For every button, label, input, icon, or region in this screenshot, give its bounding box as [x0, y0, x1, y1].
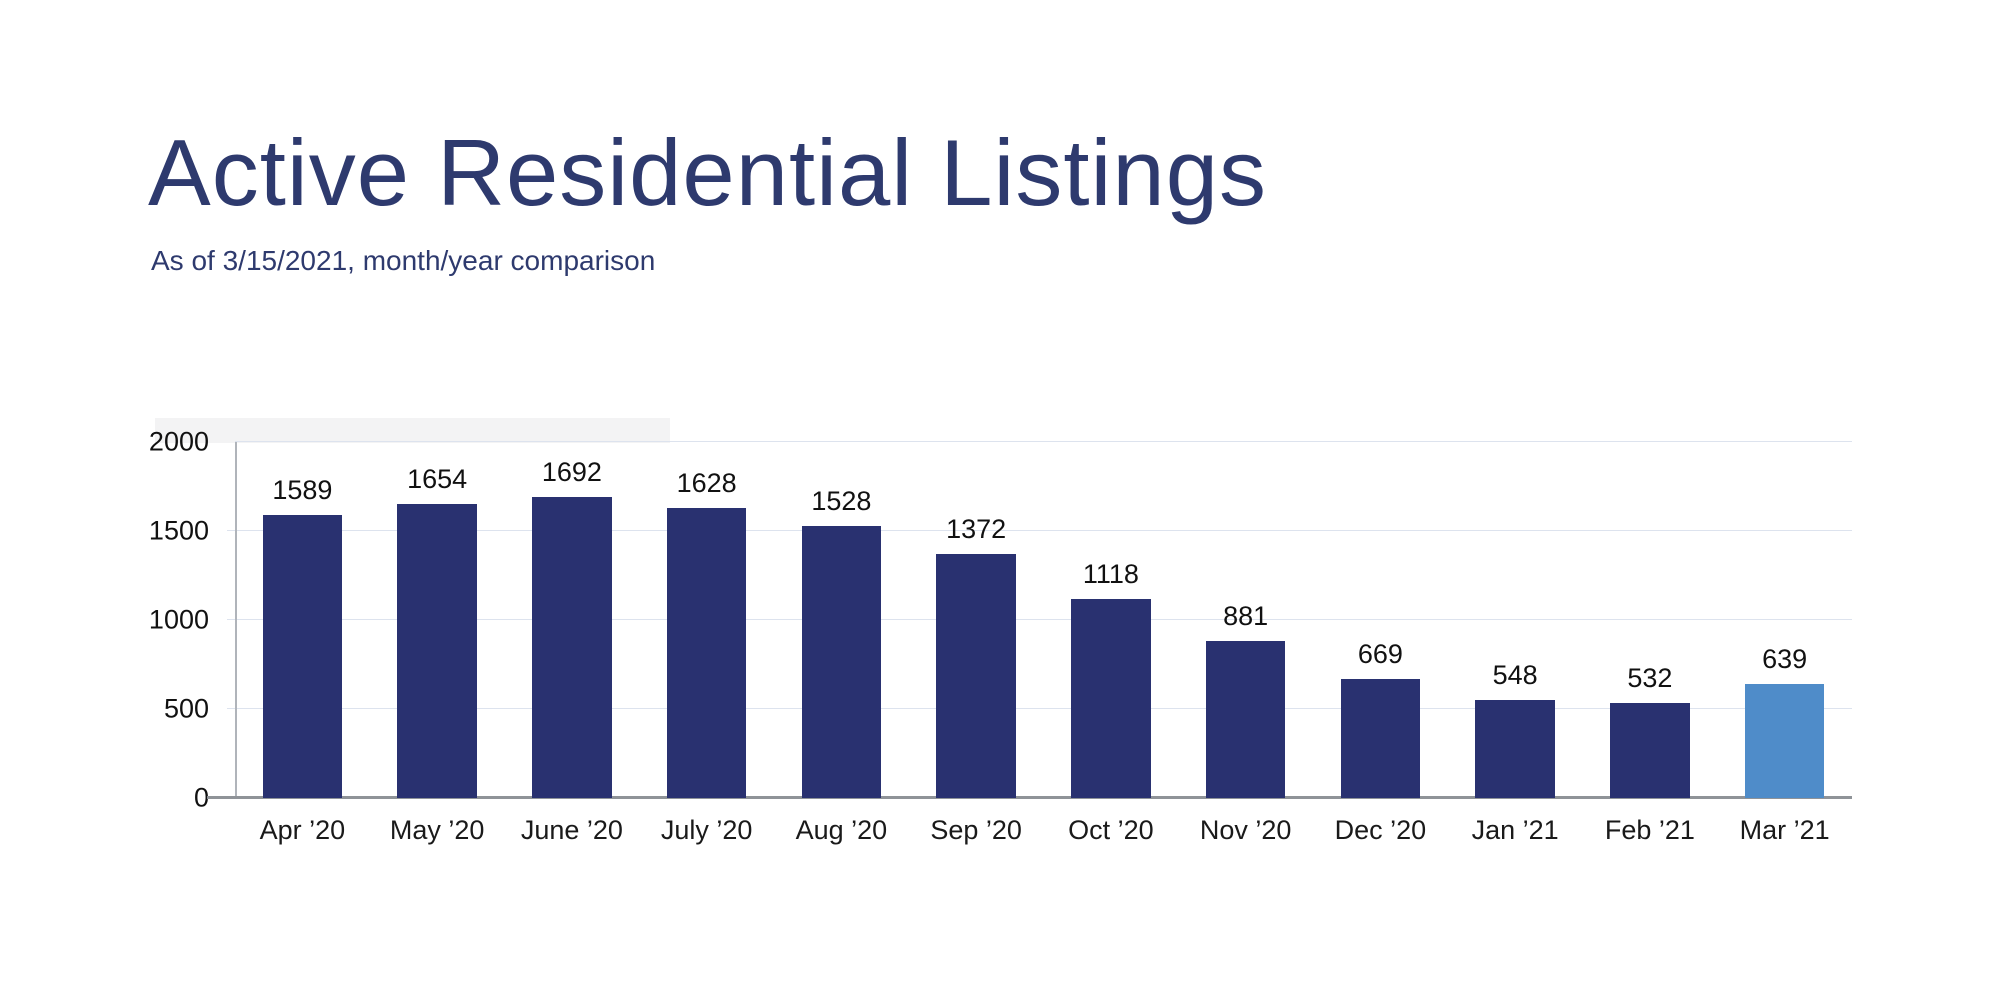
bar [801, 526, 882, 798]
bar-value-label: 1372 [946, 513, 1007, 544]
y-axis: 0 500 1000 1500 2000 [140, 428, 222, 811]
bar-value-label: 532 [1627, 663, 1673, 694]
y-axis-tick [227, 619, 235, 620]
bar-value-label: 1628 [676, 468, 737, 499]
decorative-shadow-band [155, 418, 670, 443]
gridline [235, 441, 1852, 442]
bar [1071, 599, 1151, 798]
gridline [235, 619, 1852, 620]
bar [532, 496, 612, 798]
y-tick-label: 0 [193, 782, 209, 813]
chart-title: Active Residential Listings [148, 120, 1267, 225]
x-tick-label: Dec ’20 [1334, 815, 1427, 845]
y-axis-tick [227, 530, 235, 531]
bar [666, 508, 747, 798]
bar [1610, 703, 1690, 798]
bar-value-label: 639 [1762, 644, 1808, 675]
x-tick-label: Nov ’20 [1199, 815, 1292, 845]
x-tick-label: May ’20 [389, 815, 485, 845]
y-tick-label: 500 [163, 693, 209, 724]
bar [1475, 700, 1555, 798]
x-tick-label: Sep ’20 [930, 815, 1022, 845]
bar-value-label: 1692 [541, 456, 602, 487]
gridline [235, 530, 1852, 531]
y-axis-line [235, 442, 237, 798]
bar-value-label: 1528 [811, 486, 872, 517]
bar-value-label: 669 [1357, 638, 1403, 669]
bar-value-label: 881 [1223, 601, 1269, 632]
x-tick-label: Jan ’21 [1471, 815, 1559, 845]
bar [936, 553, 1016, 798]
x-axis: Apr ’20 May ’20 June ’20 July ’20 Aug ’20 Sep… [235, 814, 1852, 850]
x-tick-label: July ’20 [660, 815, 753, 845]
bar-value-label: 1654 [407, 463, 468, 494]
x-tick-label: Apr ’20 [259, 815, 346, 845]
bar [1205, 641, 1286, 798]
bar [1744, 684, 1825, 798]
chart-subtitle: As of 3/15/2021, month/year comparison [151, 245, 656, 276]
bar-value-label: 1118 [1082, 559, 1139, 589]
bar-value-label: 1589 [272, 475, 333, 506]
bar-value-label: 548 [1492, 660, 1538, 691]
x-tick-label: June ’20 [520, 815, 623, 845]
x-tick-label: Aug ’20 [795, 815, 888, 845]
x-axis-line [207, 796, 1852, 799]
plot-area: 1589 1654 1692 1628 1528 1372 1118 881 669 548 532… [207, 441, 1852, 799]
y-axis-tick [227, 708, 235, 709]
bar [262, 515, 343, 798]
y-tick-label: 1000 [148, 604, 209, 635]
x-tick-label: Mar ’21 [1739, 815, 1830, 845]
y-tick-label: 2000 [148, 426, 209, 457]
gridline [235, 708, 1852, 709]
y-tick-label: 1500 [148, 515, 209, 546]
bar [1340, 678, 1421, 798]
bar [397, 503, 477, 798]
x-tick-label: Oct ’20 [1068, 815, 1154, 845]
x-tick-label: Feb ’21 [1604, 815, 1695, 845]
